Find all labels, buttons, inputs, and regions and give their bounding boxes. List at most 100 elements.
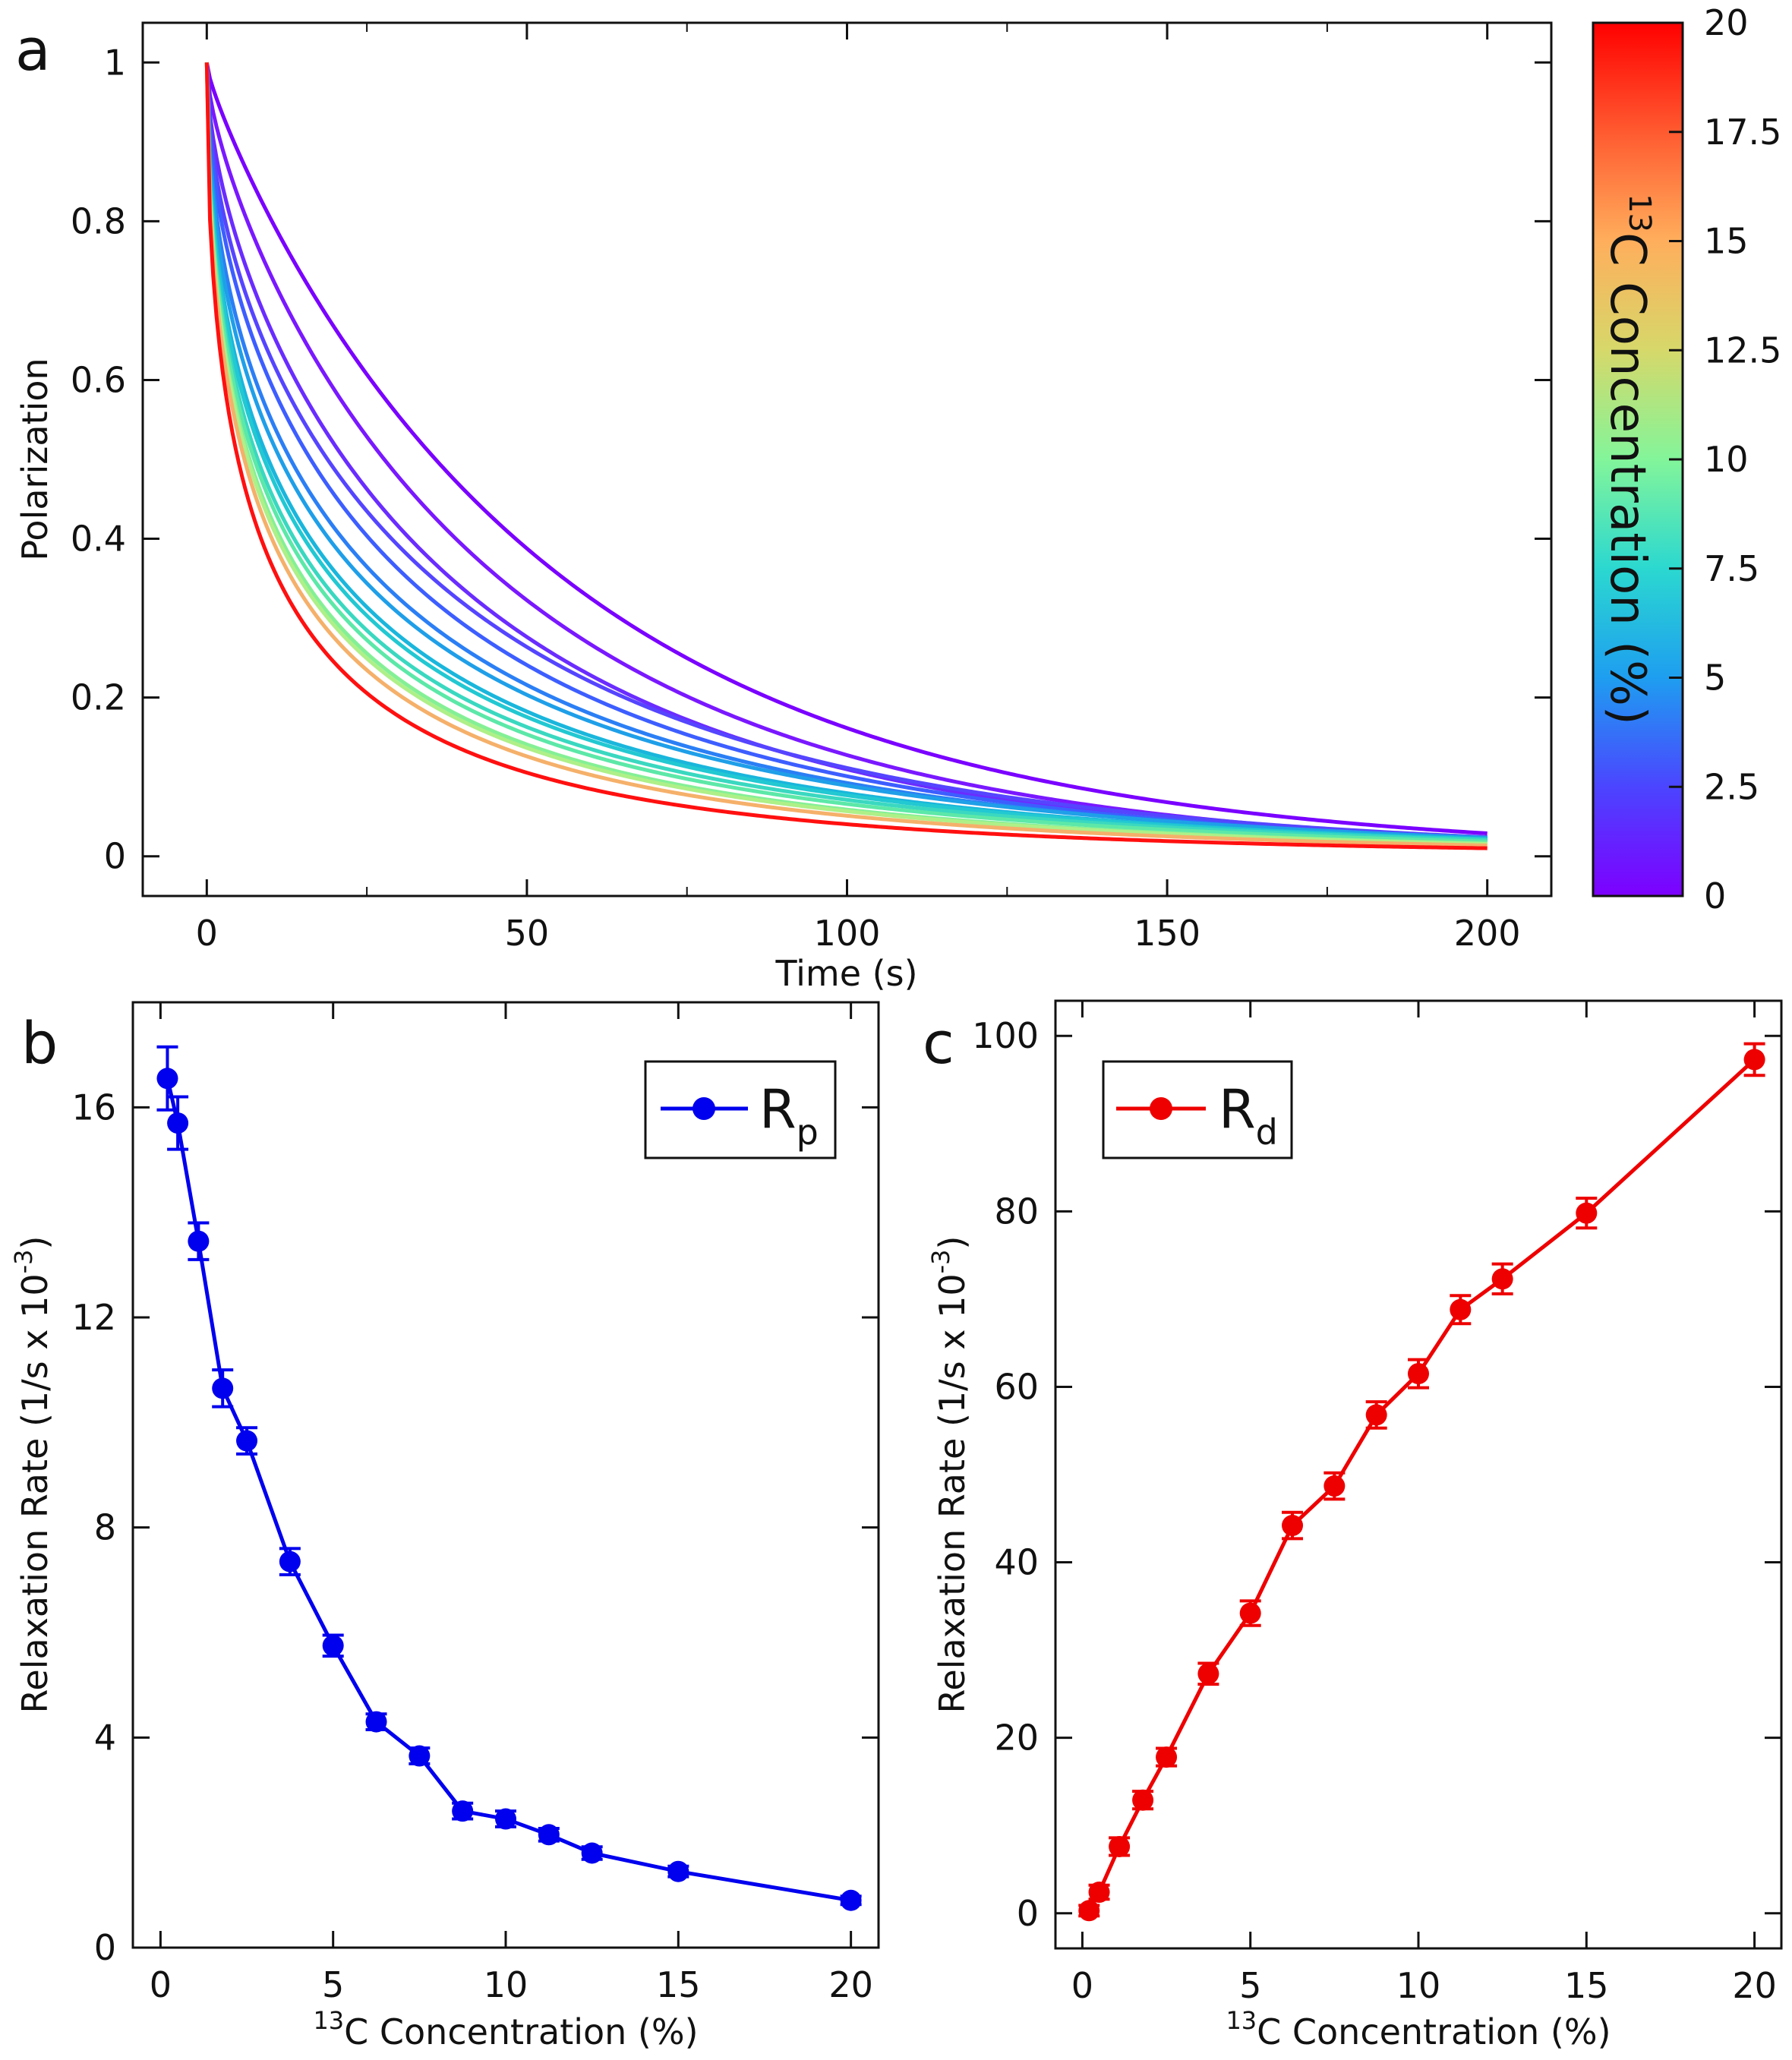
panel-c-data-point: [1109, 1835, 1131, 1857]
decay-curve-3.75pct: [204, 62, 1488, 841]
panel-c-legend-subscript: d: [1256, 1112, 1278, 1153]
panel-c-legend-marker: [1150, 1097, 1172, 1120]
panel-b-y-tick-label: 4: [94, 1717, 116, 1758]
panel-b-x-tick-label: 20: [828, 1964, 873, 2005]
decay-curve-12.5pct: [204, 62, 1488, 846]
panel-b-data-point: [322, 1635, 344, 1657]
panel-a-y-tick-label: 0.4: [71, 519, 126, 560]
panel-b-data-point: [840, 1889, 862, 1911]
panel-b-legend-label: Rp: [759, 1078, 819, 1153]
panel-a-decay-curves: [204, 62, 1488, 850]
decay-curve-0.5pct: [204, 62, 1488, 841]
panel-b-data-point: [581, 1842, 603, 1864]
panel-c-y-tick-label: 0: [1017, 1893, 1039, 1934]
panel-c-x-tick-label: 0: [1071, 1965, 1093, 2006]
panel-b-y-axis-label: Relaxation Rate (1/s x 10-3): [9, 1236, 55, 1714]
colorbar-tick-label: 17.5: [1704, 112, 1781, 153]
panel-b-y-tick-label: 8: [94, 1507, 116, 1548]
panel-a-x-tick-label: 150: [1134, 913, 1200, 954]
panel-a-y-ticks: 0 0.2 0.4 0.6 0.8 1: [71, 42, 1551, 877]
colorbar-tick-label: 5: [1704, 658, 1726, 699]
panel-c-y-label-end: ): [932, 1236, 973, 1250]
panel-b-y-label-main: Relaxation Rate (1/s x 10: [14, 1273, 55, 1713]
panel-c-data-point: [1408, 1363, 1429, 1385]
panel-c-data-point: [1132, 1789, 1154, 1811]
decay-curve-20pct: [204, 62, 1488, 850]
panel-b-data-point: [495, 1808, 516, 1830]
panel-b-data-point: [279, 1551, 301, 1573]
panel-c-x-tick-label: 10: [1396, 1965, 1441, 2006]
panel-c-data-point: [1743, 1049, 1765, 1071]
panel-b-data-point: [212, 1377, 234, 1399]
panel-a-x-tick-label: 0: [196, 913, 218, 954]
panel-b-y-tick-label: 16: [71, 1087, 116, 1128]
panel-b-legend-marker: [693, 1097, 715, 1120]
panel-b-x-label-sup: 13: [313, 2006, 344, 2035]
colorbar-tick-label: 15: [1704, 221, 1749, 262]
decay-curve-1.8pct: [204, 62, 1488, 840]
panel-b-data-point: [167, 1112, 189, 1134]
panel-a-y-tick-label: 0.2: [71, 677, 126, 718]
panel-b-data-point: [409, 1745, 431, 1767]
panel-c-y-tick-label: 20: [994, 1718, 1039, 1759]
panel-c-x-label-sup: 13: [1226, 2006, 1257, 2035]
panel-c-x-tick-label: 15: [1564, 1965, 1609, 2006]
panel-letter-c: c: [923, 1009, 954, 1077]
panel-c-data-point: [1365, 1404, 1387, 1426]
panel-c-data: [1078, 1042, 1765, 1922]
colorbar-tick-label: 10: [1704, 439, 1749, 480]
panel-letter-a: a: [15, 16, 51, 84]
panel-a-x-tick-label: 200: [1454, 913, 1521, 954]
decay-curve-10pct: [204, 62, 1488, 844]
colorbar-gradient: [1592, 21, 1684, 898]
panel-b-data-point: [538, 1824, 560, 1846]
panel-c-x-tick-label: 20: [1732, 1965, 1777, 2006]
panel-c-data-point: [1078, 1900, 1100, 1922]
panel-c-data-point: [1323, 1475, 1346, 1497]
colorbar-title-superscript: 13: [1622, 194, 1657, 232]
panel-a-x-tick-label: 50: [505, 913, 550, 954]
panel-b-x-tick-label: 10: [484, 1964, 528, 2005]
panel-b-series-line: [166, 1077, 852, 1903]
colorbar-title: 13C Concentration (%): [1599, 194, 1657, 725]
panel-a-y-tick-label: 0.6: [71, 359, 126, 400]
decay-curve-5pct: [204, 62, 1488, 840]
decay-curve-1.1pct: [204, 62, 1488, 843]
panel-b-y-ticks: 0 4 8 12 16: [71, 1087, 879, 1968]
panel-b-y-tick-label: 12: [71, 1297, 116, 1338]
decay-curve-7.5pct: [204, 62, 1488, 841]
panel-b-x-tick-label: 15: [656, 1964, 701, 2005]
panel-b-x-tick-label: 5: [322, 1964, 344, 2005]
panel-c-legend-letter: R: [1219, 1078, 1256, 1140]
panel-c-data-point: [1576, 1202, 1598, 1224]
panel-c-x-ticks: 0 5 10 15 20: [1071, 1001, 1777, 2006]
panel-b-y-label-sup: -3: [9, 1249, 38, 1273]
colorbar: 0 2.5 5 7.5 10 12.5 15 17.5 20 13C Concentration…: [1592, 2, 1781, 916]
panel-b-data: [156, 1045, 862, 1911]
colorbar-tick-label: 7.5: [1704, 548, 1759, 589]
panel-a-x-tick-label: 100: [814, 913, 881, 954]
panel-b-legend: Rp: [644, 1060, 837, 1159]
panel-c-y-tick-label: 60: [994, 1366, 1039, 1407]
panel-b-data-point: [365, 1711, 387, 1733]
panel-c-y-axis-label: Relaxation Rate (1/s x 10-3): [926, 1236, 973, 1714]
panel-b-legend-letter: R: [759, 1078, 797, 1140]
panel-b-legend-subscript: p: [797, 1112, 819, 1153]
panel-b-y-label-end: ): [14, 1236, 55, 1250]
panel-c-data-point: [1197, 1663, 1219, 1685]
panel-c-y-label-main: Relaxation Rate (1/s x 10: [932, 1273, 973, 1713]
colorbar-tick-label: 12.5: [1704, 330, 1781, 371]
colorbar-tick-label: 2.5: [1704, 766, 1759, 807]
panel-b-x-label-text: C Concentration (%): [344, 2011, 698, 2052]
panel-b-x-tick-label: 0: [150, 1964, 172, 2005]
decay-curve-15pct: [204, 62, 1488, 847]
panel-c-y-label-sup: -3: [926, 1249, 955, 1273]
decay-curve-0.2pct: [204, 62, 1488, 836]
colorbar-ticks: 0 2.5 5 7.5 10 12.5 15 17.5 20: [1669, 2, 1781, 916]
panel-a-y-tick-label: 1: [104, 42, 126, 83]
panel-a-polarization-decay: 0 50 100 150 200 0 0.2 0.4 0.6 0.8 1 Time (s) Pol…: [14, 21, 1553, 994]
panel-letter-b: b: [21, 1009, 58, 1077]
decay-curve-8.75pct: [204, 62, 1488, 842]
panel-c-series-line: [1087, 1058, 1756, 1912]
panel-c-data-point: [1088, 1882, 1110, 1904]
